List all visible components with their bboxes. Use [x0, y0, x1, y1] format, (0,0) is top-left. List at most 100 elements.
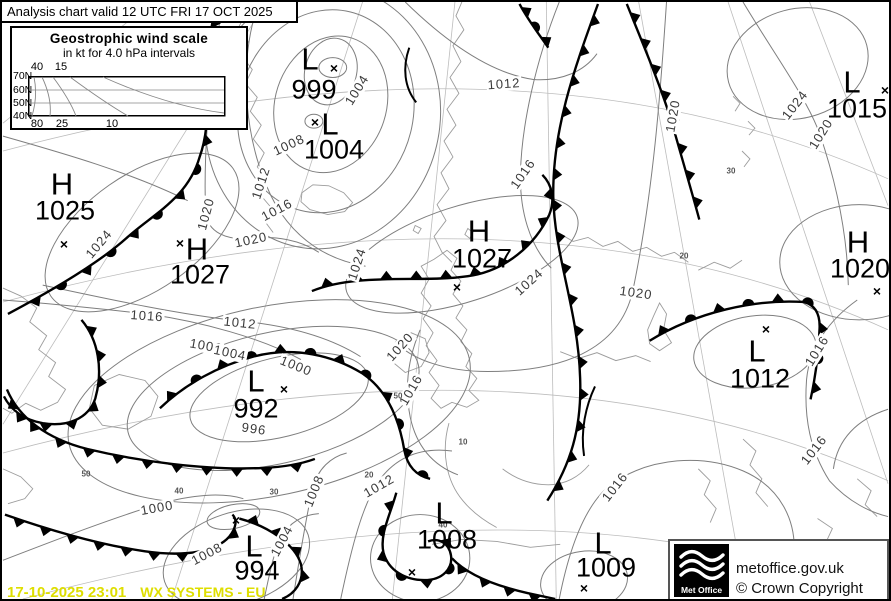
cold-front-symbol — [228, 527, 239, 539]
pressure-center-letter: H — [846, 224, 870, 260]
graticule-line — [391, 2, 456, 599]
cold-front-symbol — [692, 196, 703, 209]
isobar — [273, 35, 389, 174]
cold-front-symbol — [685, 169, 696, 182]
isobar — [304, 113, 324, 129]
warm-front-symbol — [190, 374, 202, 384]
cold-front-symbol — [333, 353, 346, 365]
warm-front-symbol — [378, 524, 386, 537]
chart-title-bar: Analysis chart valid 12 UTC FRI 17 OCT 2… — [2, 2, 298, 23]
cold-front-symbol — [65, 419, 78, 430]
cold-front-symbol — [528, 593, 542, 599]
cold-front-symbol — [39, 422, 53, 433]
cold-front-symbol — [439, 269, 453, 279]
coastline — [732, 96, 756, 168]
cold-front-symbol — [376, 550, 388, 563]
pressure-center-letter: L — [435, 495, 453, 531]
warm-front-symbol — [245, 351, 258, 359]
graticule-line — [2, 389, 889, 482]
graticule-label: 40 — [438, 520, 448, 530]
isobar — [805, 299, 889, 518]
graticule-label: 30 — [269, 487, 279, 497]
graticule-line — [727, 2, 889, 484]
cold-front-symbol — [380, 270, 393, 280]
coastline — [88, 374, 159, 430]
wind-scale-title: Geostrophic wind scale — [49, 31, 209, 46]
cold-front-symbol — [589, 14, 600, 27]
cold-front-symbol — [16, 411, 28, 423]
graticule-label: 50 — [393, 391, 403, 401]
pressure-center-mark: × — [407, 564, 417, 580]
cold-front-symbol — [86, 325, 97, 338]
cold-front-symbol — [579, 44, 590, 57]
warm-front-symbol — [416, 470, 429, 479]
met-office-branding: Met Office metoffice.gov.uk © Crown Copy… — [668, 539, 889, 599]
cold-front-symbol — [543, 187, 554, 201]
front-trough — [404, 47, 417, 103]
cold-front-symbol — [556, 231, 566, 244]
cold-front-symbol — [497, 256, 510, 268]
cold-front-symbol — [217, 359, 230, 370]
warm-front-symbol — [395, 572, 408, 581]
cold-front-symbol — [321, 277, 334, 288]
isobar-label: 1012 — [486, 75, 522, 93]
pressure-center-mark: × — [579, 580, 589, 596]
pressure-center-value: 1020 — [829, 253, 891, 284]
cold-front-symbol — [120, 547, 134, 557]
wind-scale-lat-label: 40N — [13, 110, 33, 122]
wind-scale-bottom-tick: 80 — [30, 118, 44, 130]
cold-front-symbol — [568, 293, 578, 307]
cold-front-symbol — [66, 534, 79, 544]
copyright-notice: © Crown Copyright — [736, 580, 863, 597]
cold-front-symbol — [289, 462, 303, 473]
cold-front-symbol — [569, 74, 580, 87]
pressure-center-letter: L — [843, 64, 861, 100]
isobar — [519, 2, 560, 269]
wind-scale-bottom-tick: 25 — [55, 118, 69, 130]
cold-front-symbol — [97, 375, 107, 389]
cold-front-symbol — [29, 295, 41, 307]
pressure-center-value: 1008 — [416, 524, 478, 555]
pressure-center-letter: H — [185, 231, 209, 267]
wind-scale-diagram — [28, 76, 226, 117]
graticule-line — [171, 2, 363, 599]
cold-front-symbol — [457, 563, 469, 575]
cold-front-symbol — [260, 467, 274, 477]
pressure-center-value: 1025 — [34, 195, 96, 226]
front-layer — [2, 3, 828, 599]
front-cold — [239, 517, 303, 599]
warm-front-symbol — [396, 418, 404, 430]
wind-scale-top-tick: 15 — [54, 61, 68, 73]
pressure-center-mark: × — [329, 60, 339, 76]
graticule-label: 20 — [364, 470, 374, 480]
warm-front-symbol — [685, 314, 697, 323]
cold-front-symbol — [521, 240, 532, 251]
cold-front-symbol — [553, 199, 563, 213]
isobar — [189, 352, 369, 443]
coastline — [698, 259, 743, 271]
isobar — [44, 152, 240, 313]
cold-front-symbol — [202, 134, 213, 147]
cold-front-symbol — [112, 454, 125, 464]
cold-front-symbol — [96, 349, 107, 363]
coastline — [697, 468, 717, 523]
cold-front-symbol — [384, 500, 395, 513]
cold-front-symbol — [553, 167, 563, 181]
met-office-url: metoffice.gov.uk — [736, 560, 844, 577]
cold-front-symbol — [479, 577, 492, 588]
warm-front-symbol — [530, 21, 541, 33]
front-cold — [625, 3, 701, 220]
warm-front-symbol — [105, 247, 117, 258]
pressure-center-value: 1027 — [451, 243, 513, 274]
cold-front-symbol — [200, 466, 214, 476]
coastline — [412, 224, 422, 235]
cold-front-symbol — [174, 188, 186, 200]
graticule-line — [809, 2, 889, 206]
cold-front-symbol — [677, 142, 688, 156]
pressure-center-mark: × — [880, 82, 890, 98]
cold-front-symbol — [578, 356, 588, 369]
cold-front-symbol — [771, 293, 785, 303]
warm-front-symbol — [304, 348, 317, 355]
